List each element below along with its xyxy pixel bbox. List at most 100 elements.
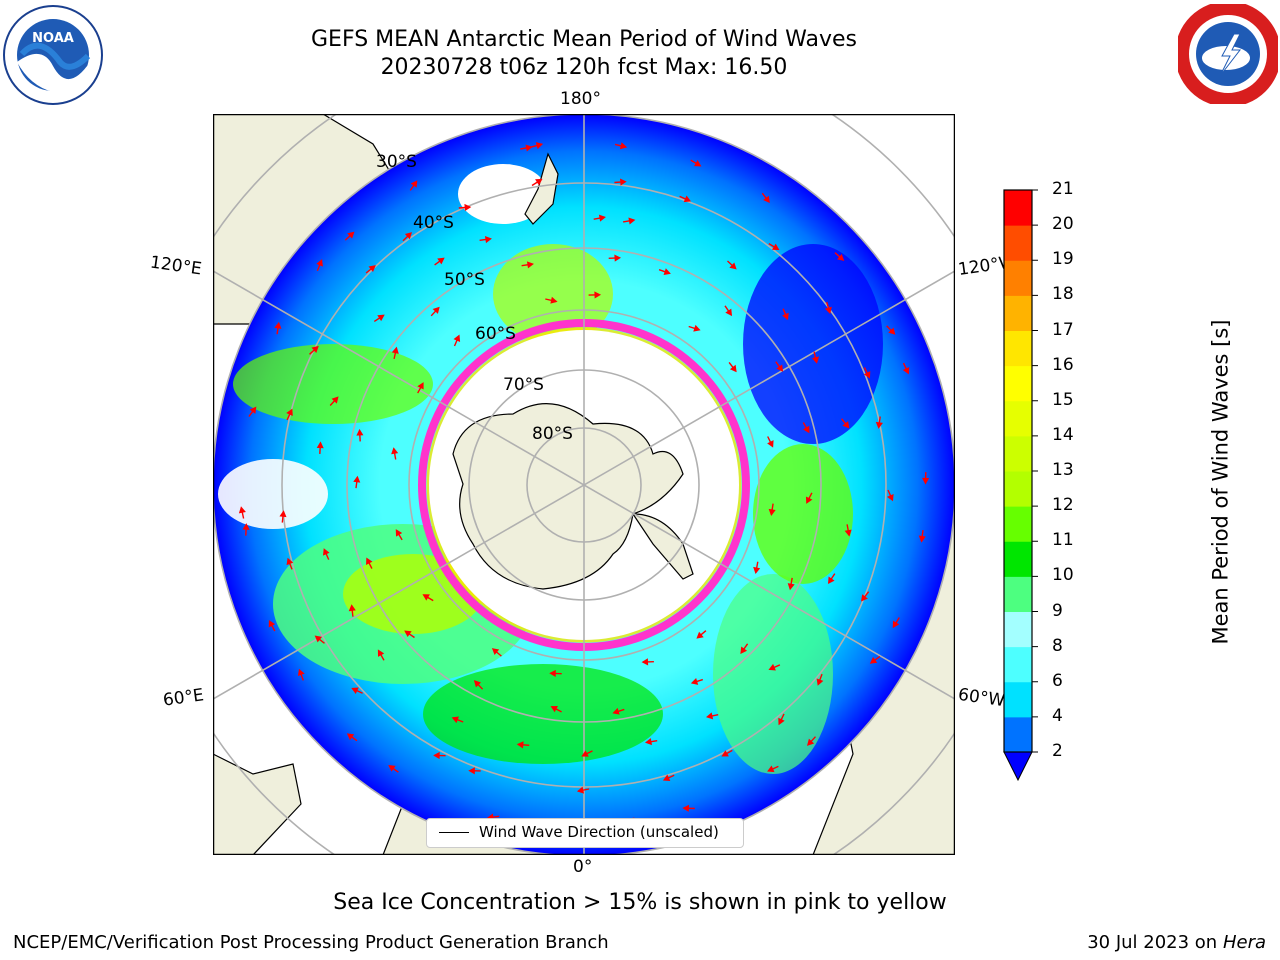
period-zone-south-atlantic — [423, 664, 663, 764]
wave-direction-arrowhead — [422, 594, 430, 601]
colorbar-segment — [1004, 471, 1032, 507]
wave-direction-arrowhead — [286, 557, 294, 566]
lon-label-bottom: 0° — [573, 857, 593, 877]
wave-direction-arrowhead — [432, 306, 440, 314]
wave-direction-arrowhead — [767, 765, 775, 773]
wave-direction-arrowhead — [598, 214, 606, 222]
colorbar-segment — [1004, 260, 1032, 296]
wave-direction-arrowhead — [888, 327, 896, 335]
wave-direction-arrowhead — [316, 441, 324, 449]
wave-direction-arrowhead — [348, 604, 356, 612]
wave-direction-arrowhead — [782, 312, 789, 321]
wave-direction-arrowhead — [391, 346, 399, 354]
colorbar-tick-label: 21 — [1052, 179, 1074, 199]
wave-direction-arrowhead — [322, 548, 330, 556]
wave-direction-arrowhead — [550, 296, 558, 304]
wave-direction-arrowhead — [861, 594, 868, 602]
noaa-logo-text: NOAA — [32, 31, 74, 46]
wave-direction-arrowhead — [594, 291, 602, 299]
wave-direction-arrowhead — [803, 425, 810, 434]
wave-direction-arrowhead — [619, 142, 628, 150]
wave-direction-arrowhead — [395, 529, 403, 537]
footer-date-text: 30 Jul 2023 on — [1087, 932, 1223, 953]
wave-direction-arrowhead — [242, 523, 250, 530]
wave-direction-arrowhead — [297, 668, 305, 677]
colorbar-segment — [1004, 576, 1032, 612]
wave-direction-arrowhead — [918, 535, 926, 543]
wave-direction-arrowhead — [628, 217, 636, 225]
wave-direction-arrowhead — [314, 635, 323, 643]
chart-subtitle: 20230728 t06z 120h fcst Max: 16.50 — [380, 55, 788, 80]
wave-direction-arrowhead — [844, 529, 852, 537]
colorbar-tick-label: 6 — [1052, 670, 1063, 691]
wave-direction-arrowhead — [377, 649, 385, 657]
wave-direction-arrowhead — [576, 786, 585, 794]
wave-direction-arrowhead — [641, 658, 649, 666]
colorbar-tick-label: 14 — [1052, 424, 1074, 445]
wave-direction-arrowhead — [816, 678, 824, 686]
wave-direction-arrowhead — [682, 804, 690, 812]
wave-direction-arrowhead — [491, 648, 500, 656]
wave-direction-arrowhead — [778, 717, 785, 726]
colorbar-tick-label: 4 — [1052, 705, 1063, 726]
colorbar-segment — [1004, 646, 1032, 683]
wave-direction-arrowhead — [377, 314, 385, 322]
colorbar-tick-label: 20 — [1052, 214, 1074, 235]
footer-branch: NCEP/EMC/Verification Post Processing Pr… — [13, 932, 609, 953]
wave-direction-arrowhead — [279, 510, 287, 518]
wave-direction-arrowhead — [693, 324, 701, 332]
wave-direction-arrowhead — [404, 232, 413, 240]
colorbar-segment — [1004, 190, 1032, 226]
wave-direction-arrowhead — [526, 261, 534, 269]
wave-direction-arrowhead — [274, 321, 282, 329]
wave-direction-arrowhead — [787, 583, 795, 591]
wave-direction-arrowhead — [468, 767, 475, 775]
lon-label-lower-left: 60°E — [161, 685, 206, 711]
wave-direction-arrowhead — [286, 408, 293, 417]
wave-direction-arrowhead — [404, 630, 412, 638]
wave-direction-arrowhead — [836, 253, 845, 261]
wave-direction-arrowhead — [535, 178, 543, 186]
map-legend: Wind Wave Direction (unscaled) — [426, 818, 744, 848]
wave-direction-arrowhead — [875, 421, 883, 429]
legend-line-sample — [439, 832, 469, 833]
period-zone-low-pacific — [743, 244, 883, 444]
lon-label-upper-left: 120°E — [148, 252, 203, 280]
wave-direction-arrowhead — [763, 195, 770, 204]
wave-direction-arrowhead — [484, 236, 492, 244]
wave-direction-arrowhead — [353, 475, 361, 483]
wave-direction-arrowhead — [805, 496, 813, 504]
colorbar-tick-label: 8 — [1052, 635, 1063, 656]
footer-host: Hera — [1222, 932, 1266, 953]
wave-direction-arrowhead — [892, 620, 900, 629]
colorbar — [1003, 189, 1038, 782]
wave-direction-arrowhead — [644, 738, 652, 746]
wave-direction-arrowhead — [550, 705, 558, 713]
wave-direction-arrowhead — [694, 160, 702, 167]
wind-wave-arrows — [238, 142, 930, 828]
wave-direction-arrowhead — [662, 774, 671, 781]
wave-direction-arrowhead — [663, 268, 671, 275]
colorbar-tick-label: 19 — [1052, 249, 1074, 270]
lat-label-80s: 80°S — [532, 424, 573, 444]
colorbar-tick-label: 15 — [1052, 389, 1074, 410]
colorbar-tick-label: 9 — [1052, 600, 1063, 621]
wave-direction-arrowhead — [740, 646, 748, 654]
lon-label-top: 180° — [560, 89, 601, 109]
lon-label-lower-right: 60°W — [956, 684, 1007, 712]
wave-direction-arrowhead — [614, 254, 622, 262]
wave-direction-arrowhead — [368, 265, 376, 273]
colorbar-segment — [1004, 681, 1032, 718]
legend-label: Wind Wave Direction (unscaled) — [479, 823, 719, 841]
chart-title: GEFS MEAN Antarctic Mean Period of Wind … — [311, 27, 857, 52]
map-frame — [213, 114, 955, 855]
colorbar-segment — [1004, 225, 1032, 261]
colorbar-tick-label: 16 — [1052, 354, 1074, 375]
wave-direction-arrowhead — [464, 203, 472, 212]
colorbar-segment — [1004, 716, 1032, 753]
wave-direction-arrowhead — [391, 447, 399, 455]
sea-ice-note: Sea Ice Concentration > 15% is shown in … — [333, 890, 947, 915]
wave-direction-arrowhead — [776, 364, 784, 372]
wave-direction-arrowhead — [612, 707, 620, 715]
period-zone-tasman — [233, 344, 433, 424]
